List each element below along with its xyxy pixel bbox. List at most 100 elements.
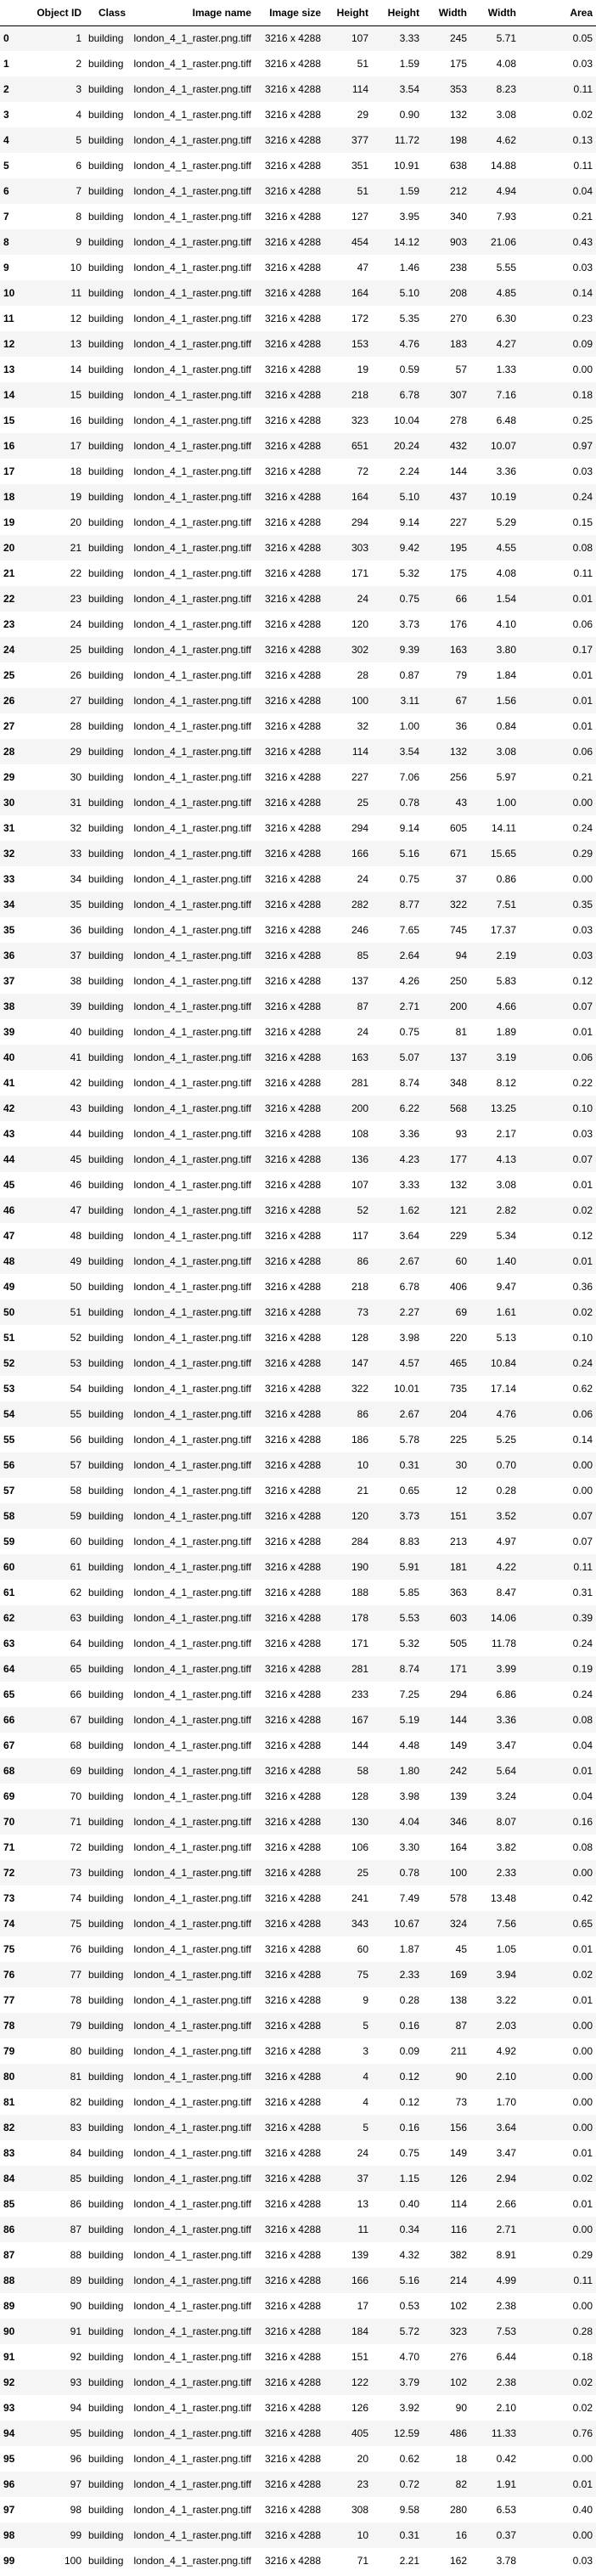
row-index: 31 <box>3 822 15 834</box>
table-cell: 35 <box>70 899 82 910</box>
table-cell: 3.73 <box>399 618 419 630</box>
table-cell: london_4_1_raster.png.tiff <box>133 2555 251 2567</box>
table-cell: 213 <box>449 1536 467 1547</box>
table-cell: 0.03 <box>572 58 593 70</box>
table-cell: 7 <box>76 185 82 197</box>
table-row: 56 57 building london_4_1_raster.png.tiff 32… <box>0 1452 596 1478</box>
table-cell: 0.34 <box>399 2224 419 2235</box>
table-cell: 81 <box>70 2071 82 2083</box>
table-cell: 3216 x 4288 <box>264 58 321 70</box>
table-cell: 294 <box>351 822 368 834</box>
table-row: 73 74 building london_4_1_raster.png.tiff 32… <box>0 1885 596 1911</box>
table-cell: london_4_1_raster.png.tiff <box>133 1943 251 1955</box>
table-cell: 28 <box>70 720 82 732</box>
table-cell: london_4_1_raster.png.tiff <box>133 644 251 656</box>
table-cell: 75 <box>357 1969 368 1981</box>
table-cell: 0.16 <box>572 1816 593 1828</box>
table-cell: 294 <box>351 516 368 528</box>
row-index: 68 <box>3 1765 15 1777</box>
table-cell: 0.62 <box>572 1383 593 1395</box>
table-cell: 4.55 <box>496 542 516 554</box>
table-cell: 0.06 <box>572 1051 593 1063</box>
table-cell: building <box>88 1612 124 1624</box>
table-cell: 0.00 <box>572 2071 593 2083</box>
table-cell: 0.22 <box>572 1077 593 1089</box>
table-cell: 3.82 <box>496 1841 516 1853</box>
table-cell: 3216 x 4288 <box>264 1357 321 1369</box>
table-cell: london_4_1_raster.png.tiff <box>133 1536 251 1547</box>
row-index: 40 <box>3 1051 15 1063</box>
table-cell: 14.06 <box>490 1612 516 1624</box>
table-row: 20 21 building london_4_1_raster.png.tiff 32… <box>0 535 596 561</box>
table-cell: 172 <box>351 313 368 324</box>
table-cell: 9 <box>76 236 82 248</box>
row-index: 6 <box>3 185 9 197</box>
table-cell: 43 <box>455 797 467 809</box>
table-cell: 0.02 <box>572 1204 593 1216</box>
table-cell: 3216 x 4288 <box>264 1306 321 1318</box>
table-cell: 24 <box>70 618 82 630</box>
table-cell: 578 <box>449 1892 467 1904</box>
table-cell: 0.01 <box>572 1179 593 1191</box>
table-cell: 8 <box>76 211 82 223</box>
table-cell: 94 <box>70 2402 82 2414</box>
row-index: 34 <box>3 899 15 910</box>
table-cell: 39 <box>70 1001 82 1012</box>
table-cell: 3216 x 4288 <box>264 2147 321 2159</box>
row-index: 72 <box>3 1867 15 1879</box>
table-cell: building <box>88 1255 124 1267</box>
table-cell: 24 <box>357 2147 368 2159</box>
table-cell: london_4_1_raster.png.tiff <box>133 1179 251 1191</box>
table-cell: 3216 x 4288 <box>264 950 321 961</box>
table-cell: 4.66 <box>496 1001 516 1012</box>
table-cell: 0.28 <box>572 2325 593 2337</box>
table-cell: 138 <box>449 1994 467 2006</box>
table-cell: 3216 x 4288 <box>264 2071 321 2083</box>
table-cell: 10.19 <box>490 491 516 503</box>
table-cell: 3216 x 4288 <box>264 695 321 707</box>
table-cell: 90 <box>70 2300 82 2312</box>
table-cell: 6.48 <box>496 414 516 426</box>
table-cell: 0.59 <box>399 364 419 375</box>
table-cell: 3216 x 4288 <box>264 1994 321 2006</box>
table-cell: 227 <box>351 771 368 783</box>
table-cell: 2.33 <box>496 1867 516 1879</box>
table-cell: 74 <box>70 1892 82 1904</box>
row-index: 58 <box>3 1510 15 1522</box>
table-row: 61 62 building london_4_1_raster.png.tiff 32… <box>0 1580 596 1605</box>
table-cell: 137 <box>449 1051 467 1063</box>
table-cell: 343 <box>351 1918 368 1930</box>
table-cell: 276 <box>449 2351 467 2363</box>
table-row: 5 6 building london_4_1_raster.png.tiff 3216… <box>0 153 596 178</box>
table-cell: london_4_1_raster.png.tiff <box>133 2529 251 2541</box>
table-cell: 93 <box>70 2376 82 2388</box>
column-header: Class <box>85 0 129 26</box>
table-cell: 51 <box>357 185 368 197</box>
row-index: 90 <box>3 2325 15 2337</box>
table-cell: building <box>88 924 124 936</box>
table-cell: 353 <box>449 83 467 95</box>
table-cell: 0.87 <box>399 669 419 681</box>
table-cell: 0.00 <box>572 1485 593 1497</box>
table-cell: 107 <box>351 1179 368 1191</box>
table-cell: 82 <box>455 2478 467 2490</box>
table-cell: london_4_1_raster.png.tiff <box>133 1994 251 2006</box>
row-index: 83 <box>3 2147 15 2159</box>
table-cell: 156 <box>449 2122 467 2134</box>
table-cell: 3216 x 4288 <box>264 364 321 375</box>
table-cell: london_4_1_raster.png.tiff <box>133 848 251 860</box>
table-cell: 245 <box>449 32 467 45</box>
table-cell: 3216 x 4288 <box>264 1841 321 1853</box>
table-cell: 3216 x 4288 <box>264 491 321 503</box>
table-cell: 3216 x 4288 <box>264 746 321 758</box>
table-cell: 363 <box>449 1587 467 1598</box>
table-cell: building <box>88 669 124 681</box>
table-cell: 3216 x 4288 <box>264 338 321 350</box>
table-cell: 2 <box>76 58 82 70</box>
table-cell: 37 <box>455 873 467 885</box>
row-index: 28 <box>3 746 15 758</box>
table-cell: building <box>88 1994 124 2006</box>
table-cell: 651 <box>351 440 368 452</box>
table-cell: london_4_1_raster.png.tiff <box>133 899 251 910</box>
row-index: 82 <box>3 2122 15 2134</box>
